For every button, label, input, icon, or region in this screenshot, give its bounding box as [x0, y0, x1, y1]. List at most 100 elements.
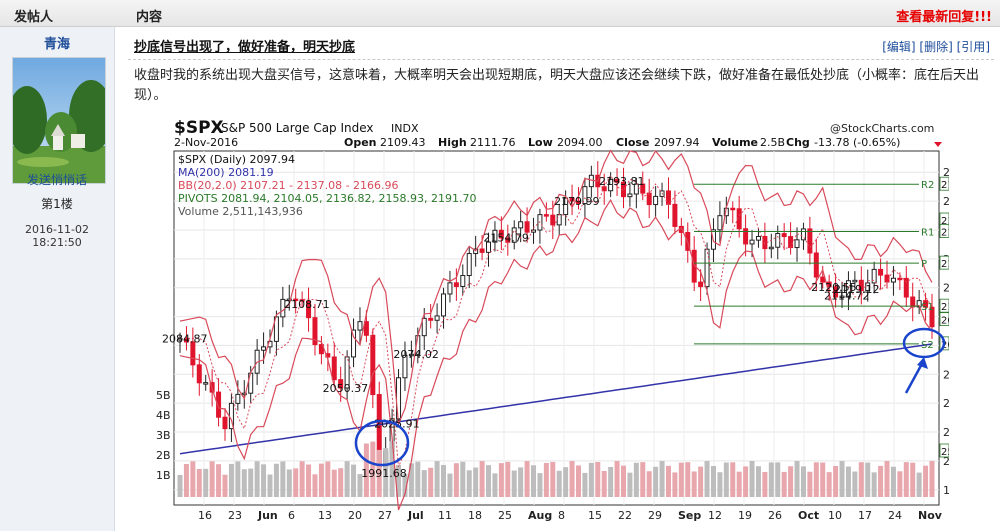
latest-reply-link[interactable]: 查看最新回复!!! — [896, 10, 992, 25]
volume-bar — [916, 472, 922, 497]
bollinger-mid — [180, 174, 933, 468]
volume-bar — [820, 462, 826, 497]
volume-bar — [781, 471, 787, 497]
candle-body — [807, 228, 813, 254]
volume-bar — [608, 466, 614, 497]
candle-body — [453, 282, 459, 287]
volume-bar — [897, 471, 903, 497]
candle-body — [183, 337, 189, 343]
candle-body — [569, 197, 575, 202]
x-tick-label: 19 — [738, 509, 752, 522]
right-price-label: 2107.2 — [941, 302, 949, 313]
volume-bar — [421, 470, 427, 497]
volume-bar — [826, 472, 832, 497]
volume-bar — [383, 447, 389, 497]
candle-body — [833, 286, 839, 298]
volume-bar — [518, 467, 524, 497]
quote-link[interactable]: 引用 — [961, 40, 986, 54]
x-tick-label: Aug — [528, 509, 552, 522]
plot-layer: 2200218021602140212021002080206020402020… — [156, 149, 976, 522]
post-title[interactable]: 抄底信号出现了，做好准备，明天抄底 — [134, 40, 356, 55]
x-tick-label: 22 — [618, 509, 632, 522]
title-divider — [128, 59, 994, 60]
stock-chart-svg: $SPX S&P 500 Large Cap Index INDX @Stock… — [134, 113, 976, 528]
volume-bar — [788, 466, 794, 497]
chart-index-name: S&P 500 Large Cap Index — [221, 121, 374, 135]
send-private-message-link[interactable]: 发送悄悄话 — [26, 173, 87, 187]
volume-bar — [601, 470, 607, 497]
volume-bar — [524, 461, 530, 497]
post-body: 收盘时我的系统出现大盘买信号，这意味着，大概率明天会出现短期底，明天大盘应该还会… — [134, 68, 980, 103]
high-label: High — [438, 136, 467, 149]
post-date: 2016-11-02 — [25, 223, 89, 236]
candle-body — [588, 174, 594, 188]
volume-bar — [228, 463, 234, 497]
candle-body — [672, 203, 678, 227]
candle-body — [241, 392, 247, 396]
candle-body — [447, 282, 453, 295]
candle-body — [608, 178, 614, 192]
volume-bar — [717, 472, 723, 497]
candle-body — [755, 235, 761, 241]
candle-body — [498, 229, 504, 239]
volume-bar — [460, 461, 466, 497]
volume-bar — [884, 461, 890, 497]
volume-bar — [261, 464, 267, 497]
author-name[interactable]: 青海 — [43, 37, 70, 52]
x-tick-label: 6 — [288, 509, 295, 522]
volume-bar — [216, 464, 222, 497]
volume-bar — [376, 449, 382, 497]
y-tick-label: 1980 — [943, 484, 949, 497]
candle-body — [543, 214, 549, 217]
volume-bar — [640, 462, 646, 497]
volume-bar — [434, 461, 440, 497]
candle-body — [923, 300, 929, 308]
x-tick-label: 20 — [348, 509, 362, 522]
candle-body — [845, 280, 851, 297]
pivot-label: S1 — [921, 302, 934, 313]
volume-bar — [241, 469, 247, 497]
volume-bar — [582, 472, 588, 497]
candle-body — [518, 221, 524, 229]
price-annotation: 2114.72 — [824, 289, 870, 302]
volume-tick-label: 5B — [156, 389, 171, 402]
candle-body — [884, 274, 890, 283]
x-tick-label: 26 — [768, 509, 782, 522]
edit-link[interactable]: 编辑 — [886, 40, 911, 54]
price-annotation: 2108.71 — [284, 298, 330, 311]
volume-bar — [280, 461, 286, 497]
volume-bar — [286, 469, 292, 497]
volume-bar — [293, 468, 299, 497]
close-value: 2097.94 — [654, 136, 700, 149]
candle-body — [222, 416, 228, 430]
volume-bar — [691, 471, 697, 497]
x-tick-label: 18 — [468, 509, 482, 522]
volume-bar — [428, 467, 434, 497]
volume-bar — [402, 473, 408, 497]
post-actions: [编辑] [删除] [引用] — [882, 40, 990, 54]
price-annotation: 2074.02 — [393, 348, 439, 361]
delete-link[interactable]: 删除 — [924, 40, 949, 54]
close-label: Close — [616, 136, 649, 149]
volume-tick-label: 3B — [156, 429, 171, 442]
candle-body — [421, 317, 427, 337]
price-annotation: 2193.81 — [599, 175, 645, 188]
volume-bar — [595, 462, 601, 497]
candle-body — [698, 281, 704, 288]
candle-body — [768, 246, 774, 250]
candle-body — [434, 315, 440, 321]
volume-bar — [569, 461, 575, 497]
volume-bar — [730, 462, 736, 497]
volume-bar — [473, 467, 479, 497]
low-label: Low — [528, 136, 553, 149]
volume-value: 2.5B — [760, 136, 785, 149]
volume-bar — [698, 466, 704, 497]
volume-bar — [665, 465, 671, 497]
candle-body — [338, 379, 344, 389]
volume-bar — [556, 470, 562, 497]
volume-bar — [588, 462, 594, 497]
volume-bar — [209, 461, 215, 497]
candle-body — [261, 346, 267, 351]
y-tick-label: 2060 — [943, 368, 949, 381]
ohlc-line: Open 2109.43 High 2111.76 Low 2094.00 Cl… — [344, 136, 942, 149]
